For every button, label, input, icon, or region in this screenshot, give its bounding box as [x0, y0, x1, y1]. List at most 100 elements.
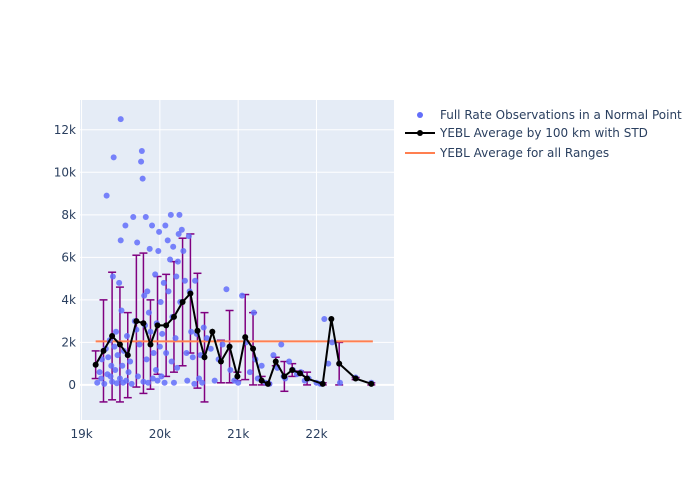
- scatter-point: [178, 226, 185, 233]
- average-marker: [352, 375, 359, 382]
- scatter-point: [203, 335, 210, 342]
- average-marker: [154, 322, 161, 329]
- scatter-point: [154, 377, 161, 384]
- scatter-point: [125, 369, 132, 376]
- average-marker: [187, 290, 194, 297]
- scatter-point: [250, 309, 257, 316]
- scatter-point: [144, 288, 151, 295]
- scatter-point: [122, 222, 129, 229]
- scatter-point: [111, 343, 118, 350]
- average-marker: [170, 313, 177, 320]
- axis-ticks: 19k 20k 21k 22k 0 2k 4k 6k 8k 10k 12k: [54, 123, 328, 441]
- average-marker: [140, 320, 147, 327]
- scatter-point: [142, 213, 149, 220]
- average-marker: [272, 358, 279, 365]
- scatter-point: [170, 243, 177, 250]
- scatter-point: [155, 247, 162, 254]
- average-marker: [368, 380, 375, 387]
- scatter-point: [101, 380, 108, 387]
- scatter-point: [189, 354, 196, 361]
- scatter-point: [156, 228, 163, 235]
- scatter-point: [184, 377, 191, 384]
- scatter-point: [145, 379, 152, 386]
- average-marker: [124, 352, 131, 359]
- scatter-point: [130, 213, 137, 220]
- scatter-point: [175, 230, 182, 237]
- scatter-point: [107, 373, 114, 380]
- legend-overall-label: YEBL Average for all Ranges: [439, 146, 609, 160]
- scatter-point: [336, 379, 343, 386]
- y-tick-label: 10k: [54, 165, 76, 179]
- average-marker: [226, 343, 233, 350]
- average-marker: [116, 341, 123, 348]
- legend-scatter-label: Full Rate Observations in a Normal Point: [440, 108, 682, 122]
- scatter-point: [152, 367, 159, 374]
- scatter-point: [138, 158, 145, 165]
- scatter-point: [227, 367, 234, 374]
- average-marker: [179, 298, 186, 305]
- scatter-point: [164, 237, 171, 244]
- scatter-point: [138, 148, 145, 155]
- scatter-point: [123, 333, 130, 340]
- average-marker: [281, 373, 288, 380]
- average-marker: [250, 345, 257, 352]
- scatter-point: [258, 362, 265, 369]
- scatter-point: [270, 352, 277, 359]
- y-tick-label: 4k: [61, 293, 76, 307]
- scatter-point: [146, 245, 153, 252]
- scatter-point: [180, 247, 187, 254]
- scatter-point: [113, 380, 120, 387]
- scatter-point: [161, 379, 168, 386]
- average-marker: [264, 380, 271, 387]
- scatter-point: [118, 307, 125, 314]
- scatter-point: [150, 350, 157, 357]
- scatter-point: [117, 116, 124, 123]
- scatter-point: [167, 211, 174, 218]
- average-marker: [242, 334, 249, 341]
- average-marker: [328, 316, 335, 323]
- scatter-point: [235, 379, 242, 386]
- average-marker: [147, 341, 154, 348]
- scatter-point: [239, 292, 246, 299]
- scatter-point: [329, 339, 336, 346]
- average-line-series: [92, 290, 375, 387]
- scatter-point: [140, 378, 147, 385]
- scatter-point: [183, 350, 190, 357]
- scatter-point: [191, 380, 198, 387]
- y-tick-label: 6k: [61, 250, 76, 264]
- scatter-point: [165, 288, 172, 295]
- scatter-point: [286, 358, 293, 365]
- scatter-point: [134, 239, 141, 246]
- legend-average-label: YEBL Average by 100 km with STD: [439, 126, 648, 140]
- average-marker: [201, 354, 208, 361]
- average-marker: [319, 380, 326, 387]
- scatter-point: [98, 375, 105, 382]
- scatter-point: [172, 335, 179, 342]
- scatter-point: [116, 279, 123, 286]
- scatter-point: [163, 350, 170, 357]
- scatter-point: [321, 316, 328, 323]
- scatter-point: [128, 380, 135, 387]
- average-marker: [209, 328, 216, 335]
- scatter-point: [159, 330, 166, 337]
- scatter-point: [109, 273, 116, 280]
- scatter-point: [181, 277, 188, 284]
- scatter-point: [162, 222, 169, 229]
- average-marker: [258, 377, 265, 384]
- scatter-point: [149, 222, 156, 229]
- average-marker: [289, 367, 296, 374]
- average-marker: [234, 373, 241, 380]
- scatter-point: [116, 375, 123, 382]
- scatter-point: [158, 373, 165, 380]
- scatter-point: [103, 192, 110, 199]
- y-tick-label: 0: [68, 378, 76, 392]
- average-marker: [100, 347, 107, 354]
- scatter-point: [141, 292, 148, 299]
- scatter-point: [127, 358, 134, 365]
- average-marker: [217, 358, 224, 365]
- scatter-point: [278, 341, 285, 348]
- scatter-point: [113, 328, 120, 335]
- scatter-point: [174, 258, 181, 265]
- average-marker: [336, 360, 343, 367]
